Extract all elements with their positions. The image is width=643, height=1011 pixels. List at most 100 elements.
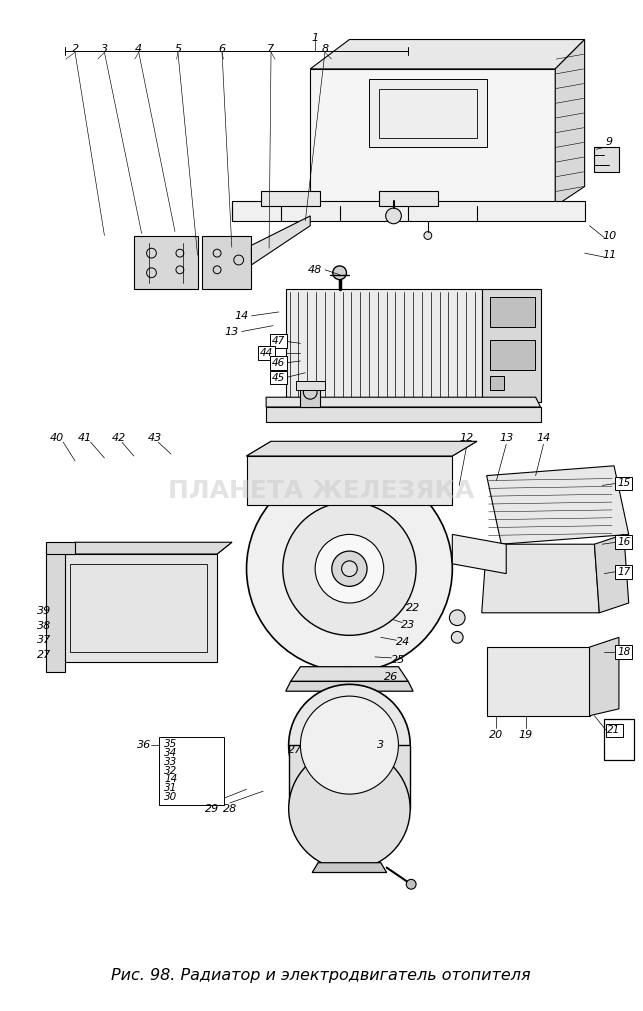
Text: 3: 3	[101, 44, 108, 55]
Polygon shape	[349, 508, 362, 530]
Text: 41: 41	[78, 434, 92, 444]
Polygon shape	[369, 79, 487, 148]
Polygon shape	[285, 681, 413, 692]
Polygon shape	[300, 387, 320, 407]
Circle shape	[332, 551, 367, 586]
Text: 43: 43	[149, 434, 163, 444]
Text: 39: 39	[37, 606, 51, 616]
Text: 30: 30	[165, 792, 177, 802]
Text: 21: 21	[608, 726, 620, 735]
Polygon shape	[482, 289, 541, 402]
Text: Рис. 98. Радиатор и электродвигатель отопителя: Рис. 98. Радиатор и электродвигатель ото…	[111, 968, 531, 983]
Polygon shape	[386, 546, 406, 562]
Polygon shape	[291, 666, 408, 681]
Text: 34: 34	[165, 748, 177, 758]
Polygon shape	[266, 407, 541, 422]
Polygon shape	[320, 605, 334, 625]
Text: 15: 15	[617, 478, 630, 488]
Bar	[489, 341, 534, 370]
Polygon shape	[203, 236, 251, 289]
Circle shape	[246, 466, 452, 671]
Circle shape	[341, 561, 358, 576]
Text: 4: 4	[135, 44, 142, 55]
Text: 10: 10	[602, 231, 616, 241]
Polygon shape	[134, 236, 197, 289]
Circle shape	[424, 232, 431, 240]
Polygon shape	[379, 191, 438, 206]
Text: 42: 42	[112, 434, 126, 444]
Polygon shape	[594, 535, 629, 613]
Circle shape	[315, 535, 384, 603]
Polygon shape	[296, 380, 325, 390]
Polygon shape	[388, 569, 410, 581]
Polygon shape	[590, 637, 619, 716]
Polygon shape	[376, 596, 392, 614]
Polygon shape	[365, 513, 380, 533]
Polygon shape	[251, 216, 310, 265]
Polygon shape	[232, 201, 584, 220]
Polygon shape	[555, 39, 584, 206]
Bar	[489, 297, 534, 327]
Text: 12: 12	[460, 434, 474, 444]
Polygon shape	[60, 554, 217, 662]
Text: 14: 14	[165, 774, 177, 785]
Circle shape	[289, 748, 410, 869]
Text: 23: 23	[401, 620, 415, 630]
Text: 28: 28	[222, 804, 237, 814]
Circle shape	[289, 684, 410, 806]
Text: 31: 31	[165, 784, 177, 794]
Text: 37: 37	[37, 635, 51, 645]
Text: 27: 27	[37, 650, 51, 660]
Circle shape	[451, 632, 463, 643]
Polygon shape	[261, 191, 320, 206]
Text: 9: 9	[606, 137, 613, 148]
Text: 26: 26	[385, 671, 399, 681]
Text: 45: 45	[272, 373, 285, 382]
Text: 27: 27	[289, 745, 303, 755]
Circle shape	[300, 697, 399, 794]
Polygon shape	[377, 526, 394, 544]
Text: 47: 47	[272, 337, 285, 347]
Text: 3: 3	[377, 740, 385, 750]
Circle shape	[449, 610, 465, 626]
Text: 5: 5	[174, 44, 181, 55]
Text: 20: 20	[489, 730, 503, 740]
Polygon shape	[293, 540, 313, 554]
Text: 18: 18	[617, 647, 630, 657]
Text: 33: 33	[165, 757, 177, 766]
Polygon shape	[312, 862, 386, 872]
Text: 13: 13	[224, 327, 239, 337]
Text: 14: 14	[536, 434, 550, 444]
Bar	[489, 376, 504, 390]
Text: 13: 13	[499, 434, 513, 444]
Text: 22: 22	[406, 603, 421, 613]
Text: 16: 16	[617, 537, 630, 547]
Circle shape	[283, 502, 416, 635]
Polygon shape	[307, 526, 325, 541]
Text: ПЛАНЕТА ЖЕЛЕЗЯКА: ПЛАНЕТА ЖЕЛЕЗЯКА	[168, 478, 475, 502]
Polygon shape	[289, 558, 310, 569]
Polygon shape	[246, 442, 477, 456]
Text: 44: 44	[260, 348, 273, 358]
Polygon shape	[310, 39, 584, 69]
Text: 11: 11	[602, 250, 616, 260]
Polygon shape	[487, 647, 590, 716]
Text: 2: 2	[71, 44, 78, 55]
Text: 25: 25	[392, 655, 406, 665]
Circle shape	[406, 880, 416, 889]
Text: 8: 8	[322, 44, 329, 55]
Text: 6: 6	[219, 44, 226, 55]
Polygon shape	[60, 542, 232, 554]
Polygon shape	[46, 542, 75, 554]
Polygon shape	[594, 148, 619, 172]
Polygon shape	[293, 577, 313, 592]
Polygon shape	[246, 456, 452, 506]
Text: 48: 48	[308, 265, 322, 275]
Text: 17: 17	[617, 566, 630, 576]
Polygon shape	[266, 397, 541, 407]
Polygon shape	[285, 289, 482, 402]
Polygon shape	[487, 466, 629, 544]
Text: 19: 19	[519, 730, 533, 740]
Text: 14: 14	[235, 310, 249, 320]
Polygon shape	[307, 595, 322, 612]
